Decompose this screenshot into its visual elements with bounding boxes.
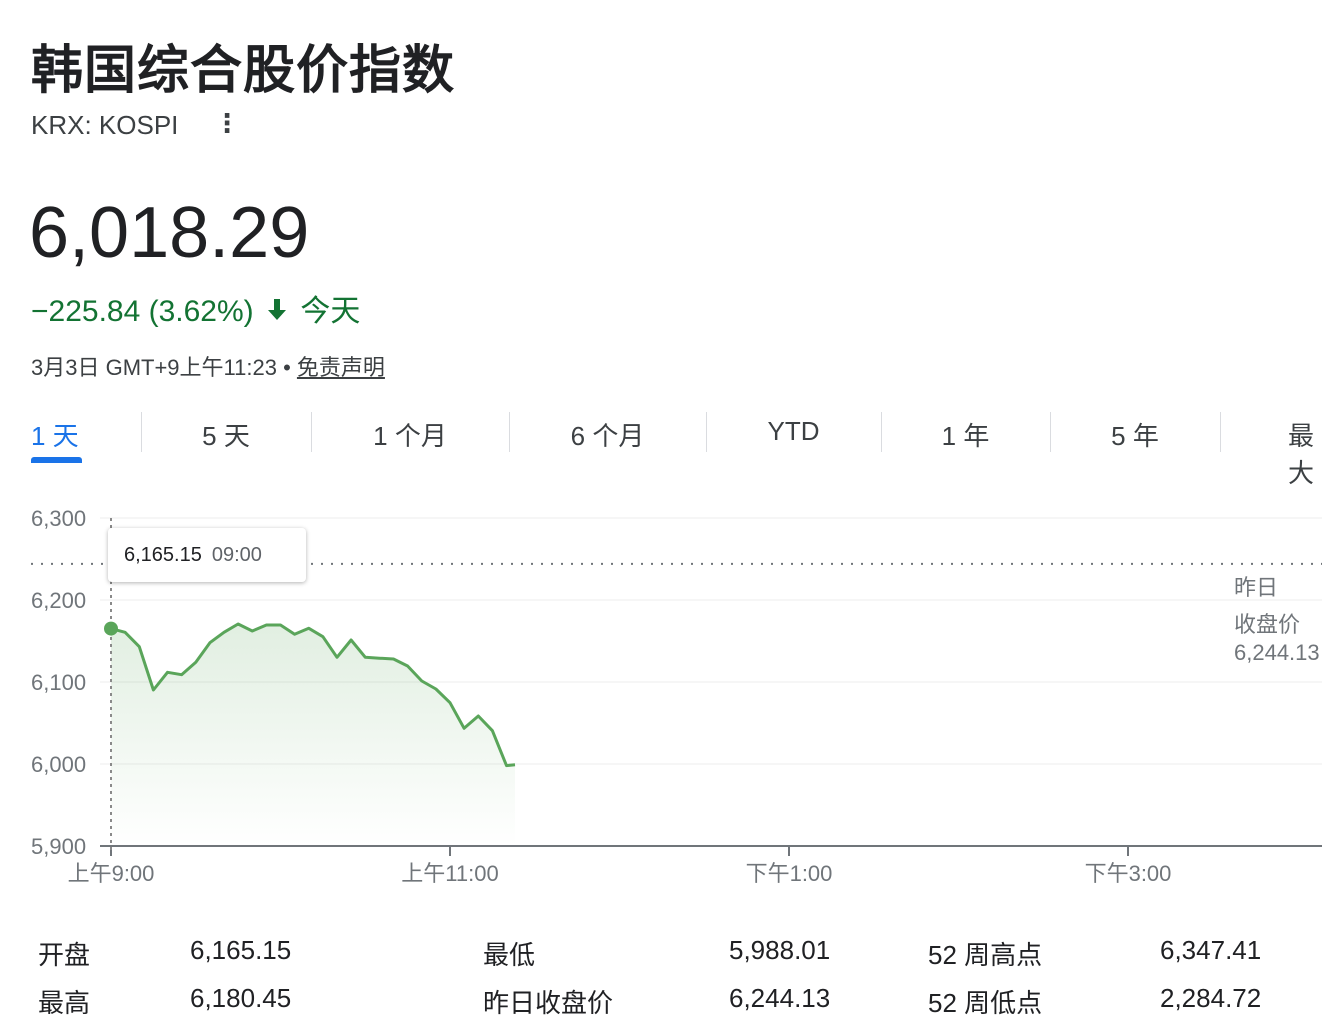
stat-label-prev-close: 昨日收盘价 bbox=[483, 988, 614, 1018]
tab-1-day[interactable]: 1 天 bbox=[31, 421, 79, 451]
y-tick-label: 6,100 bbox=[31, 670, 86, 695]
page-title: 韩国综合股价指数 bbox=[31, 42, 456, 100]
stat-value-52w-low: 2,284.72 bbox=[1160, 983, 1262, 1013]
change-value: −225.84 (3.62%) bbox=[31, 295, 254, 328]
tab-1-month[interactable]: 1 个月 bbox=[373, 421, 447, 451]
stat-value-high: 6,180.45 bbox=[190, 983, 292, 1013]
tooltip-value: 6,165.15 bbox=[124, 544, 202, 566]
x-tick-label: 下午1:00 bbox=[746, 861, 833, 886]
y-tick-label: 6,000 bbox=[31, 752, 86, 777]
ticker-symbol: KRX: KOSPI bbox=[31, 110, 179, 140]
y-tick-label: 5,900 bbox=[31, 834, 86, 859]
change-period: 今天 bbox=[300, 295, 361, 328]
price-chart[interactable]: 6,300 6,200 6,100 6,000 5,900 上午9:00 上午11:00 下… bbox=[0, 480, 1322, 900]
tab-6-month[interactable]: 6 个月 bbox=[570, 421, 645, 451]
y-tick-label: 6,200 bbox=[31, 588, 86, 613]
tab-divider bbox=[1050, 412, 1051, 452]
stat-label-low: 最低 bbox=[483, 940, 536, 970]
stat-label-52w-high: 52 周高点 bbox=[928, 940, 1043, 970]
arrow-down-icon bbox=[266, 295, 288, 329]
tab-divider bbox=[141, 412, 142, 452]
more-vert-icon[interactable]: ⋮ bbox=[214, 108, 240, 138]
tab-divider bbox=[311, 412, 312, 452]
prev-close-value: 6,244.13 bbox=[1234, 640, 1320, 665]
x-tick-label: 上午11:00 bbox=[401, 861, 498, 886]
stat-value-open: 6,165.15 bbox=[190, 935, 292, 965]
tooltip-time: 09:00 bbox=[211, 544, 262, 566]
x-tick-label: 下午3:00 bbox=[1085, 861, 1172, 886]
prev-close-label: 昨日 bbox=[1234, 575, 1279, 600]
price-change: −225.84 (3.62%) 今天 bbox=[31, 286, 360, 330]
y-tick-label: 6,300 bbox=[31, 506, 86, 531]
timestamp-line: 3月3日 GMT+9上午11:23 • 免责声明 bbox=[31, 350, 385, 382]
stat-value-52w-high: 6,347.41 bbox=[1160, 935, 1262, 965]
stat-value-low: 5,988.01 bbox=[729, 935, 831, 965]
tab-divider bbox=[706, 412, 707, 452]
tab-5-day[interactable]: 5 天 bbox=[202, 421, 250, 451]
tab-max[interactable]: 最大 bbox=[1287, 421, 1314, 488]
x-tick-label: 上午9:00 bbox=[68, 861, 155, 886]
tab-divider bbox=[881, 412, 882, 452]
tab-1-year[interactable]: 1 年 bbox=[941, 421, 990, 451]
tab-ytd[interactable]: YTD bbox=[767, 416, 820, 446]
current-price: 6,018.29 bbox=[29, 193, 310, 273]
prev-close-label: 收盘价 bbox=[1234, 612, 1301, 637]
separator: • bbox=[283, 355, 291, 380]
stat-label-high: 最高 bbox=[38, 988, 91, 1018]
stat-value-prev-close: 6,244.13 bbox=[729, 983, 831, 1013]
timestamp: 3月3日 GMT+9上午11:23 bbox=[31, 355, 277, 380]
tab-divider bbox=[509, 412, 510, 452]
stat-label-52w-low: 52 周低点 bbox=[928, 988, 1043, 1018]
tab-5-year[interactable]: 5 年 bbox=[1111, 421, 1159, 451]
chart-tooltip: 6,165.15 09:00 bbox=[108, 528, 306, 582]
price-area-fill bbox=[111, 624, 515, 846]
price-line bbox=[110, 622, 516, 768]
tab-divider bbox=[1220, 412, 1221, 452]
hover-point bbox=[104, 621, 118, 636]
stat-label-open: 开盘 bbox=[38, 940, 91, 970]
active-tab-indicator bbox=[31, 457, 82, 463]
disclaimer-link[interactable]: 免责声明 bbox=[296, 355, 385, 380]
